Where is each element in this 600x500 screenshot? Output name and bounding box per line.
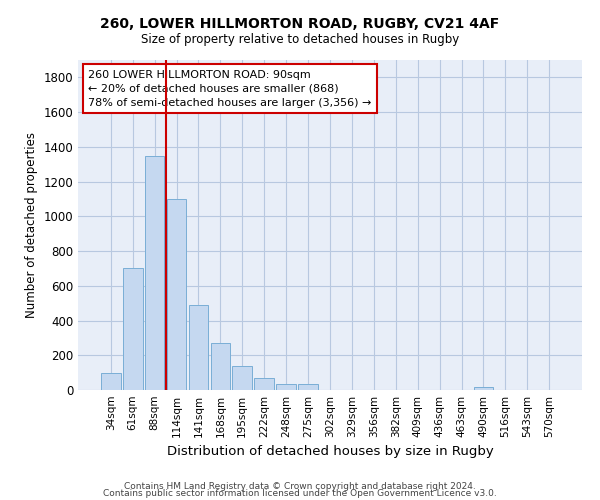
Bar [276,384,296,390]
Text: 260, LOWER HILLMORTON ROAD, RUGBY, CV21 4AF: 260, LOWER HILLMORTON ROAD, RUGBY, CV21 … [100,18,500,32]
Bar [167,199,187,390]
Bar [254,378,274,390]
Text: 260 LOWER HILLMORTON ROAD: 90sqm
← 20% of detached houses are smaller (868)
78% : 260 LOWER HILLMORTON ROAD: 90sqm ← 20% o… [88,70,371,108]
Bar [473,386,493,390]
X-axis label: Distribution of detached houses by size in Rugby: Distribution of detached houses by size … [167,446,493,458]
Bar [123,268,143,390]
Bar [298,384,318,390]
Bar [101,372,121,390]
Bar [211,343,230,390]
Bar [145,156,164,390]
Text: Contains HM Land Registry data © Crown copyright and database right 2024.: Contains HM Land Registry data © Crown c… [124,482,476,491]
Text: Contains public sector information licensed under the Open Government Licence v3: Contains public sector information licen… [103,490,497,498]
Text: Size of property relative to detached houses in Rugby: Size of property relative to detached ho… [141,32,459,46]
Y-axis label: Number of detached properties: Number of detached properties [25,132,38,318]
Bar [188,305,208,390]
Bar [232,366,252,390]
